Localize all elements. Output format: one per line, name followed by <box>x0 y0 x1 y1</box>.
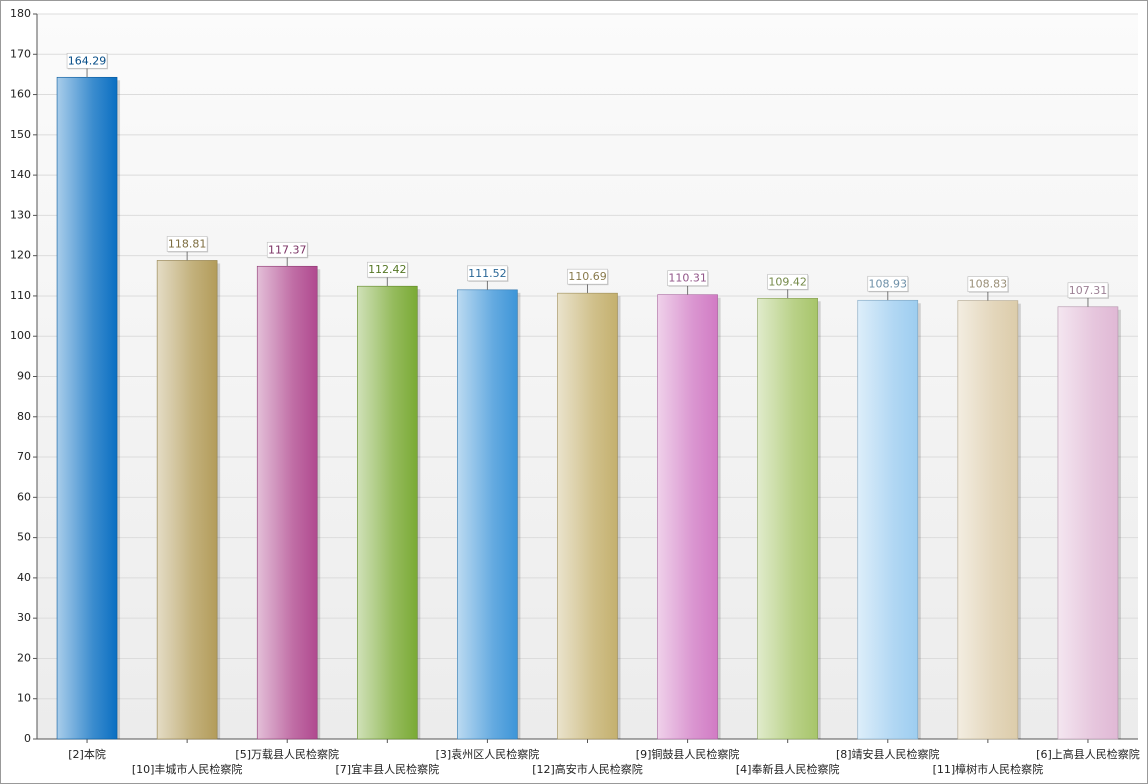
value-label: 107.31 <box>1069 284 1108 297</box>
value-label: 109.42 <box>768 275 807 288</box>
y-tick-label: 10 <box>17 692 31 705</box>
y-tick-label: 120 <box>10 249 31 262</box>
y-tick-label: 0 <box>24 732 31 745</box>
value-label: 117.37 <box>268 243 307 256</box>
x-tick-label: [10]丰城市人民检察院 <box>132 762 243 776</box>
label-box <box>567 268 608 285</box>
bar <box>857 299 919 740</box>
label-box <box>166 236 208 252</box>
label-box <box>1067 282 1109 299</box>
x-tick-label: [12]高安市人民检察院 <box>532 762 643 776</box>
y-tick-label: 50 <box>17 531 31 544</box>
x-tick-label: [2]本院 <box>68 747 106 761</box>
y-tick-label: 130 <box>10 208 31 221</box>
bar <box>256 265 318 740</box>
y-tick-label: 20 <box>17 651 31 664</box>
value-label: 108.83 <box>969 278 1008 291</box>
bar <box>357 285 418 740</box>
label-box <box>767 273 808 290</box>
y-tick-label: 150 <box>10 128 31 141</box>
label-box <box>66 52 108 69</box>
x-tick-label: [5]万载县人民检察院 <box>235 747 339 761</box>
y-tick-label: 40 <box>17 571 31 584</box>
label-box <box>367 261 408 278</box>
y-tick-label: 180 <box>10 7 31 20</box>
y-tick-label: 170 <box>10 47 31 60</box>
x-tick-label: [3]袁州区人民检察院 <box>436 747 540 761</box>
y-tick-label: 80 <box>17 410 31 423</box>
label-box <box>467 265 508 282</box>
bar <box>156 260 218 740</box>
value-label: 112.42 <box>368 263 407 276</box>
value-label: 108.93 <box>869 277 908 290</box>
value-label: 110.31 <box>668 272 707 285</box>
value-label: 110.69 <box>568 270 607 283</box>
y-tick-label: 30 <box>17 611 31 624</box>
value-label: 111.52 <box>468 267 507 280</box>
bar <box>56 76 118 740</box>
y-tick-label: 100 <box>10 329 31 342</box>
bar <box>1057 306 1119 740</box>
bar <box>657 294 718 740</box>
x-tick-label: [11]樟树市人民检察院 <box>933 762 1044 776</box>
x-tick-label: [7]宜丰县人民检察院 <box>336 762 440 776</box>
value-label: 118.81 <box>168 237 207 250</box>
value-label: 164.29 <box>68 54 107 67</box>
bar <box>957 300 1019 740</box>
x-tick-label: [8]靖安县人民检察院 <box>836 747 940 761</box>
x-tick-label: [6]上高县人民检察院 <box>1036 747 1140 761</box>
label-box <box>667 270 708 286</box>
label-box <box>967 276 1009 292</box>
y-tick-label: 90 <box>17 370 31 383</box>
x-tick-label: [4]奉新县人民检察院 <box>736 762 840 776</box>
x-tick-label: [9]铜鼓县人民检察院 <box>636 747 740 761</box>
bar <box>557 292 618 740</box>
bar <box>757 297 818 740</box>
bar <box>457 289 518 740</box>
label-box <box>867 275 909 292</box>
y-tick-label: 110 <box>10 289 31 302</box>
y-tick-label: 70 <box>17 450 31 463</box>
y-tick-label: 60 <box>17 490 31 503</box>
y-tick-label: 140 <box>10 168 31 181</box>
y-tick-label: 160 <box>10 88 31 101</box>
label-box <box>266 241 308 258</box>
